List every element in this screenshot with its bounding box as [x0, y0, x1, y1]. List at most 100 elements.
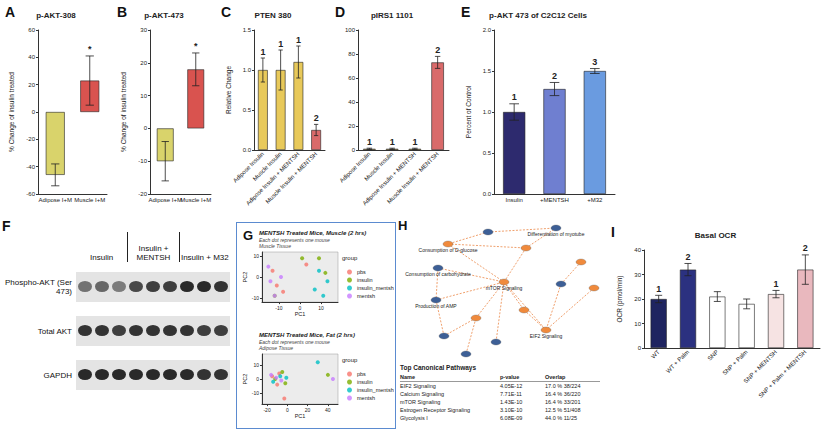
svg-text:Muscle Tissue: Muscle Tissue [259, 243, 291, 249]
svg-text:-10: -10 [138, 158, 147, 164]
svg-text:-10: -10 [252, 390, 259, 396]
svg-text:Muscle I+M: Muscle I+M [74, 197, 105, 203]
svg-text:-20: -20 [138, 191, 147, 197]
svg-text:0.0: 0.0 [483, 191, 492, 197]
svg-text:10: 10 [634, 321, 641, 327]
svg-text:Insulin: Insulin [505, 197, 522, 203]
svg-text:% Change of insulin treated: % Change of insulin treated [120, 72, 128, 152]
svg-text:MENTSH Treated Mice, Muscle (2: MENTSH Treated Mice, Muscle (2 hrs) [259, 230, 366, 236]
svg-text:10: 10 [140, 93, 147, 99]
svg-text:1: 1 [260, 47, 265, 57]
svg-text:SNP + Palm + MENTSH: SNP + Palm + MENTSH [757, 349, 807, 399]
svg-text:80: 80 [348, 51, 355, 57]
svg-text:Consumption of carbohydrate: Consumption of carbohydrate [405, 271, 471, 277]
svg-text:20: 20 [140, 60, 147, 66]
svg-text:0.0: 0.0 [243, 147, 252, 153]
svg-text:E: E [461, 4, 470, 20]
svg-text:C: C [221, 4, 231, 20]
svg-text:B: B [117, 4, 127, 20]
svg-text:SNP + Palm: SNP + Palm [721, 349, 748, 376]
svg-text:insulin_mentsh: insulin_mentsh [357, 285, 394, 291]
svg-text:-20: -20 [26, 136, 35, 142]
svg-text:2.0: 2.0 [483, 27, 492, 33]
svg-text:insulin: insulin [357, 379, 373, 385]
svg-text:2: 2 [685, 252, 690, 262]
svg-text:Production of AMP: Production of AMP [415, 303, 457, 309]
svg-text:-40: -40 [26, 164, 35, 170]
svg-text:0: 0 [299, 305, 302, 311]
svg-text:20: 20 [305, 407, 311, 413]
svg-text:OCR (pmol/min): OCR (pmol/min) [616, 276, 624, 323]
svg-text:mentsh: mentsh [357, 293, 375, 299]
svg-text:1: 1 [412, 137, 417, 147]
svg-text:2: 2 [552, 71, 557, 81]
svg-text:1.0: 1.0 [483, 109, 492, 115]
svg-text:1: 1 [390, 137, 395, 147]
svg-text:20: 20 [28, 82, 35, 88]
svg-text:A: A [5, 4, 15, 20]
svg-text:insulin_mentsh: insulin_mentsh [357, 387, 394, 393]
svg-text:WT: WT [650, 349, 661, 360]
svg-text:1: 1 [367, 137, 372, 147]
svg-text:Adipose Insulin: Adipose Insulin [232, 151, 265, 184]
svg-text:20: 20 [634, 296, 641, 302]
svg-text:p-AKT-473: p-AKT-473 [144, 11, 184, 20]
svg-text:0: 0 [32, 109, 36, 115]
svg-text:MENTSH Treated Mice, Fat (2 hr: MENTSH Treated Mice, Fat (2 hrs) [259, 332, 355, 338]
svg-text:pbs: pbs [357, 371, 366, 377]
svg-text:Muscle Insulin + MENTSH: Muscle Insulin + MENTSH [264, 151, 318, 205]
svg-text:2: 2 [314, 113, 319, 123]
svg-text:insulin: insulin [357, 277, 373, 283]
svg-text:PC2: PC2 [242, 272, 248, 283]
svg-text:SNP: SNP [707, 349, 720, 362]
svg-text:100: 100 [345, 27, 356, 33]
svg-text:1: 1 [278, 39, 283, 49]
svg-text:Percent of Control: Percent of Control [465, 85, 472, 138]
svg-text:Differentiation of myotube: Differentiation of myotube [528, 231, 585, 237]
svg-text:Consumption of D-glucose: Consumption of D-glucose [419, 247, 478, 253]
svg-text:PC1: PC1 [295, 413, 306, 419]
svg-text:1.5: 1.5 [243, 27, 252, 33]
svg-text:30: 30 [634, 272, 641, 278]
svg-text:-60: -60 [26, 191, 35, 197]
svg-text:-10: -10 [252, 295, 259, 301]
svg-text:Muscle I+M: Muscle I+M [180, 197, 211, 203]
svg-text:D: D [335, 4, 345, 20]
svg-text:*: * [88, 44, 92, 54]
svg-text:60: 60 [348, 75, 355, 81]
svg-text:group: group [342, 255, 358, 261]
svg-text:WT + Palm: WT + Palm [665, 349, 690, 374]
svg-text:H: H [398, 218, 407, 233]
svg-text:0: 0 [144, 125, 148, 131]
svg-text:20: 20 [348, 123, 355, 129]
svg-text:+M32: +M32 [587, 197, 603, 203]
svg-text:Adipose Tissue: Adipose Tissue [258, 345, 293, 351]
svg-text:3: 3 [592, 57, 597, 67]
svg-text:Adipose I+M: Adipose I+M [38, 197, 72, 203]
svg-text:10: 10 [318, 305, 324, 311]
svg-text:1: 1 [773, 279, 778, 289]
svg-text:I: I [611, 224, 615, 240]
svg-text:-20: -20 [263, 407, 270, 413]
svg-text:40: 40 [348, 99, 355, 105]
svg-text:% Change of insulin treated: % Change of insulin treated [8, 72, 16, 152]
svg-text:1: 1 [656, 284, 661, 294]
svg-text:p-AKT-308: p-AKT-308 [36, 11, 76, 20]
svg-text:0: 0 [638, 345, 642, 351]
svg-text:0: 0 [286, 407, 289, 413]
svg-text:Muscle Insulin + MENTSH: Muscle Insulin + MENTSH [386, 151, 440, 205]
svg-text:1.0: 1.0 [243, 67, 252, 73]
svg-text:1.5: 1.5 [483, 68, 492, 74]
svg-text:PTEN 380: PTEN 380 [255, 11, 292, 20]
svg-text:pbs: pbs [357, 269, 366, 275]
svg-text:40: 40 [28, 54, 35, 60]
svg-text:0: 0 [256, 274, 259, 280]
svg-text:G: G [243, 228, 253, 243]
svg-text:pIRS1 1101: pIRS1 1101 [371, 11, 414, 20]
svg-text:EIF2 Signaling: EIF2 Signaling [530, 333, 563, 339]
svg-text:Adipose I+M: Adipose I+M [148, 197, 182, 203]
svg-text:1: 1 [512, 92, 517, 102]
svg-text:2: 2 [803, 243, 808, 253]
svg-text:0: 0 [256, 376, 259, 382]
svg-text:PC1: PC1 [295, 311, 306, 317]
